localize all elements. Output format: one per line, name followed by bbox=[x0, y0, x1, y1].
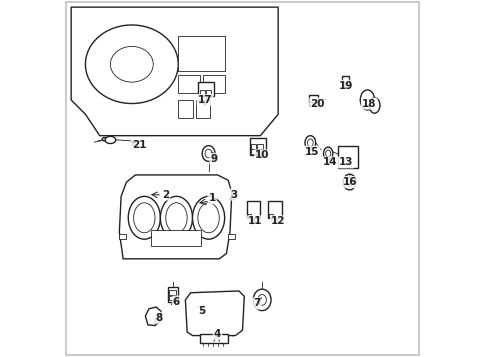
Bar bbox=[251, 149, 256, 154]
Bar bbox=[269, 214, 272, 217]
Text: 6: 6 bbox=[172, 297, 180, 307]
Text: 9: 9 bbox=[210, 154, 217, 164]
Text: 20: 20 bbox=[310, 99, 324, 109]
Ellipse shape bbox=[105, 136, 116, 144]
Bar bbox=[247, 214, 251, 217]
Text: 13: 13 bbox=[338, 157, 352, 167]
Bar bbox=[178, 100, 192, 118]
Bar bbox=[251, 144, 256, 149]
Bar bbox=[199, 334, 228, 343]
Bar bbox=[178, 36, 224, 71]
Bar bbox=[206, 90, 211, 95]
Text: 2: 2 bbox=[162, 190, 169, 200]
Bar bbox=[199, 90, 205, 95]
Bar bbox=[119, 234, 126, 239]
Bar bbox=[308, 102, 312, 106]
Text: 18: 18 bbox=[361, 99, 376, 109]
Ellipse shape bbox=[166, 203, 187, 233]
Text: 15: 15 bbox=[304, 147, 318, 157]
Ellipse shape bbox=[110, 46, 153, 82]
Bar bbox=[337, 146, 357, 168]
Bar bbox=[308, 95, 317, 102]
Ellipse shape bbox=[160, 196, 192, 239]
Text: 4: 4 bbox=[213, 329, 221, 339]
Ellipse shape bbox=[253, 289, 271, 311]
Bar bbox=[228, 234, 235, 239]
Ellipse shape bbox=[325, 150, 330, 157]
Ellipse shape bbox=[85, 25, 178, 104]
Text: 10: 10 bbox=[255, 150, 269, 160]
Bar bbox=[246, 201, 260, 218]
Polygon shape bbox=[119, 175, 231, 259]
Ellipse shape bbox=[257, 295, 266, 305]
Bar bbox=[167, 287, 178, 302]
Ellipse shape bbox=[304, 136, 315, 150]
Ellipse shape bbox=[368, 97, 379, 113]
Ellipse shape bbox=[307, 139, 313, 147]
Text: 16: 16 bbox=[342, 177, 356, 187]
Bar bbox=[169, 290, 176, 295]
Ellipse shape bbox=[102, 137, 107, 141]
Ellipse shape bbox=[128, 196, 160, 239]
Bar bbox=[342, 76, 348, 82]
Polygon shape bbox=[145, 307, 161, 326]
Ellipse shape bbox=[360, 90, 374, 110]
Text: 14: 14 bbox=[322, 157, 336, 167]
Text: 3: 3 bbox=[229, 190, 237, 200]
Ellipse shape bbox=[344, 83, 347, 86]
Bar bbox=[178, 75, 199, 93]
Text: 5: 5 bbox=[197, 306, 205, 316]
Text: 19: 19 bbox=[338, 81, 352, 91]
Ellipse shape bbox=[345, 177, 352, 187]
Bar bbox=[197, 82, 213, 96]
Bar bbox=[169, 296, 176, 300]
Ellipse shape bbox=[197, 203, 219, 233]
Text: 21: 21 bbox=[132, 140, 146, 150]
Bar bbox=[249, 138, 265, 155]
Bar bbox=[257, 144, 262, 149]
Bar bbox=[257, 149, 262, 154]
Bar bbox=[151, 230, 201, 246]
Text: 17: 17 bbox=[197, 95, 212, 105]
Ellipse shape bbox=[202, 146, 214, 161]
Text: 8: 8 bbox=[155, 313, 162, 323]
Text: 11: 11 bbox=[247, 216, 262, 226]
Text: 1: 1 bbox=[208, 193, 215, 203]
Ellipse shape bbox=[323, 147, 332, 160]
Text: 12: 12 bbox=[271, 216, 285, 226]
Ellipse shape bbox=[133, 203, 155, 233]
Bar bbox=[203, 75, 224, 93]
Bar bbox=[268, 201, 281, 218]
Polygon shape bbox=[185, 291, 244, 336]
Ellipse shape bbox=[192, 196, 224, 239]
Ellipse shape bbox=[343, 174, 355, 190]
Text: 7: 7 bbox=[253, 298, 260, 308]
Bar bbox=[196, 100, 210, 118]
Ellipse shape bbox=[205, 149, 212, 158]
